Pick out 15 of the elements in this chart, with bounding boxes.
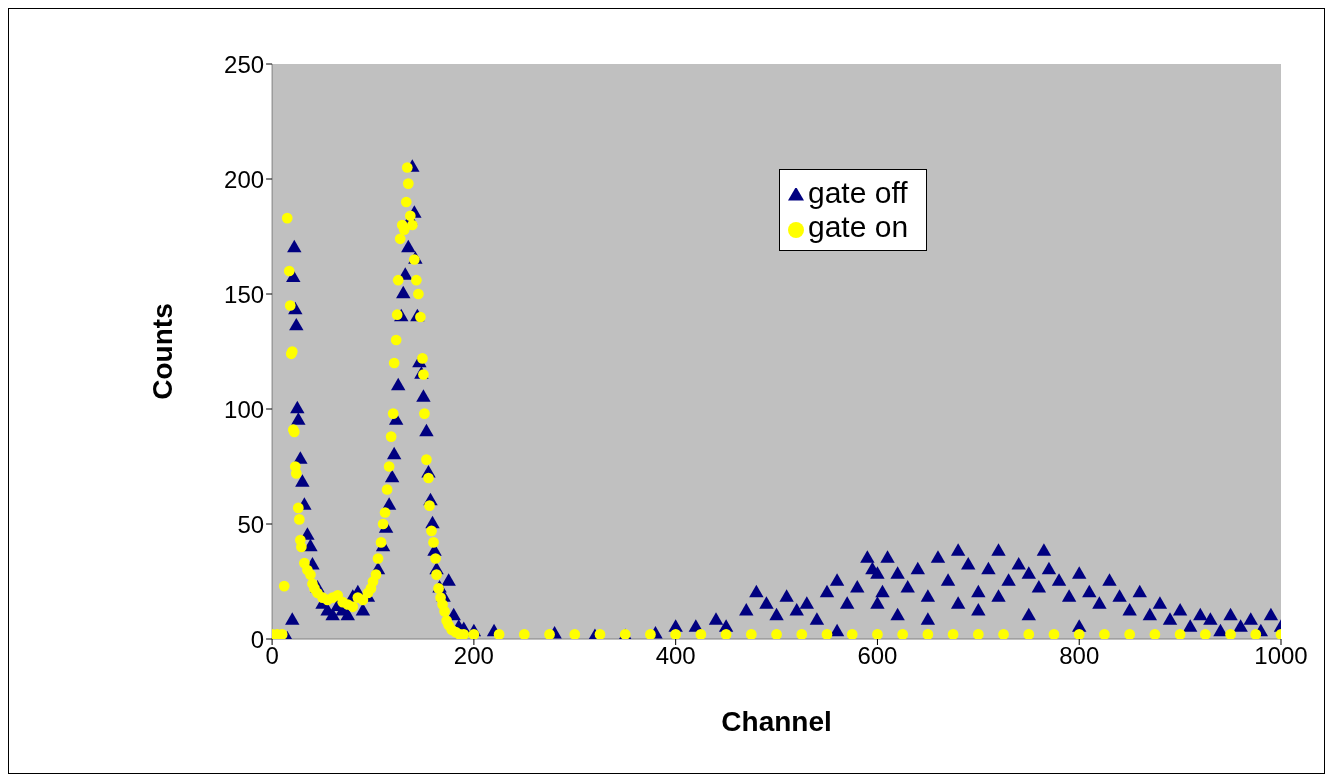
x-tick-label: 200 [453, 642, 494, 670]
legend-label: gate off [808, 176, 908, 209]
y-axis-title: Counts [147, 303, 179, 400]
x-tick-label: 1000 [1254, 642, 1308, 670]
y-tick-label: 50 [237, 510, 265, 538]
x-tick-label: 600 [857, 642, 898, 670]
y-tick-label: 100 [224, 395, 265, 423]
y-tick-label: 150 [224, 280, 265, 308]
x-axis-title: Channel [721, 706, 832, 737]
x-tick-label: 800 [1059, 642, 1100, 670]
y-tick-label: 200 [224, 165, 265, 193]
legend-label: gate on [808, 210, 909, 243]
x-tick-label: 400 [655, 642, 696, 670]
y-tick-label: 0 [250, 625, 265, 653]
y-tick-label: 250 [224, 50, 265, 78]
